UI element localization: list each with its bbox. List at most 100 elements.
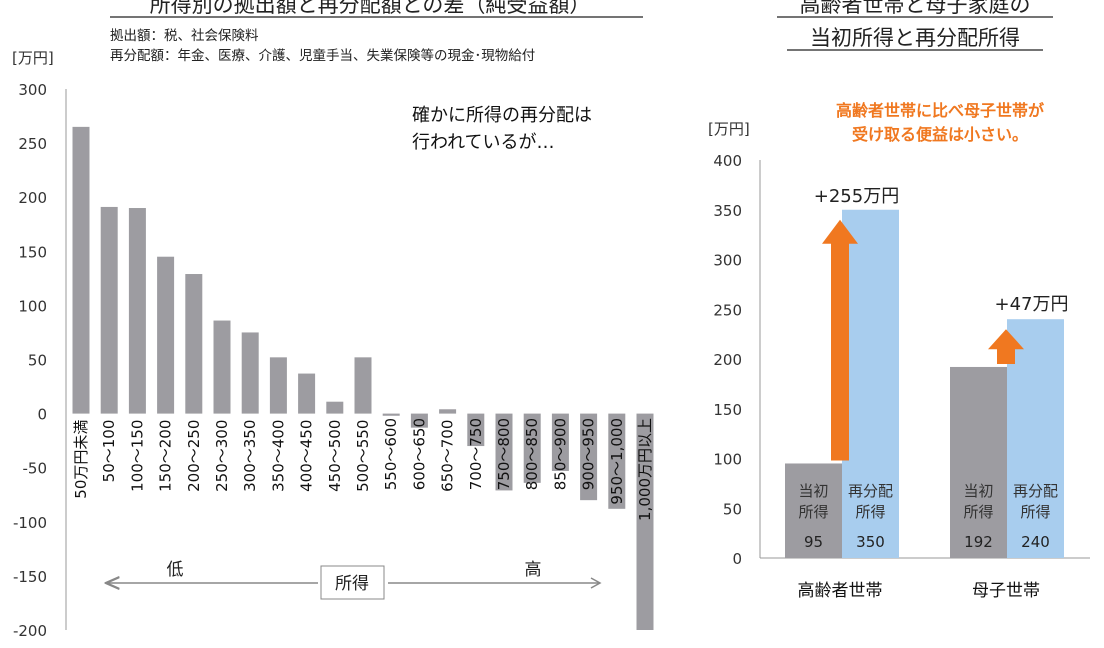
right-increase-arrows — [822, 219, 1024, 461]
left-bar — [551, 413, 569, 471]
redistributed-income-series-label: 再分配 — [1013, 482, 1058, 500]
left-bar — [608, 413, 626, 509]
left-unit-label: [万円] — [12, 49, 54, 67]
redistributed-income-value-label: 350 — [856, 533, 885, 551]
redistributed-income-series-label: 所得 — [855, 503, 885, 521]
left-bar — [269, 357, 287, 414]
increase-amount-label: +47万円 — [995, 294, 1069, 315]
left-x-tick-label: 50～100 — [100, 420, 118, 483]
left-bar — [72, 126, 90, 414]
right-y-axis: 400 350 300 250 200 150 100 50 0 — [713, 152, 1090, 568]
redistributed-income-bar — [842, 209, 899, 558]
left-bar — [495, 413, 513, 491]
income-arrow-head — [590, 577, 602, 589]
left-y-tick-label: 50 — [28, 352, 47, 370]
redistributed-income-series-label: 再分配 — [848, 482, 893, 500]
left-bars — [72, 126, 654, 630]
left-y-axis: 300 250 200 150 100 50 0 -50 -100 -150 -200 — [13, 81, 67, 640]
income-high-label: 高 — [525, 560, 542, 580]
left-x-tick-label: 300～350 — [241, 420, 259, 492]
left-bar — [185, 274, 203, 414]
left-x-tick-label: 800～850 — [523, 418, 541, 490]
right-bars — [785, 209, 1064, 558]
initial-income-bar — [950, 366, 1007, 558]
right-y-tick-label: 400 — [713, 152, 742, 170]
left-y-tick-label: 300 — [18, 81, 47, 99]
left-x-tick-label: 350～400 — [269, 420, 287, 492]
left-bar — [467, 413, 485, 447]
left-x-tick-label: 200～250 — [185, 420, 203, 492]
right-x-category-label: 母子世帯 — [972, 581, 1040, 601]
left-y-tick-label: -100 — [13, 514, 47, 532]
right-y-tick-label: 300 — [713, 252, 742, 270]
left-bar — [382, 413, 400, 416]
left-y-tick-label: 200 — [18, 189, 47, 207]
left-bar — [241, 332, 259, 414]
left-y-tick-label: -150 — [13, 568, 47, 586]
right-x-category-label: 高齢者世帯 — [798, 581, 883, 601]
highlight-line-2: 受け取る便益は小さい。 — [852, 125, 1028, 144]
note-redistribution: 再分配額：年金、医療、介護、児童手当、失業保険等の現金･現物給付 — [110, 47, 535, 64]
left-bar — [439, 409, 457, 414]
left-y-tick-label: 0 — [37, 406, 47, 424]
initial-income-series-label: 所得 — [963, 503, 993, 521]
increase-arrow — [988, 329, 1024, 364]
left-x-tick-label: 450～500 — [326, 420, 344, 492]
right-y-tick-label: 100 — [713, 451, 742, 469]
left-bar — [636, 413, 654, 630]
left-y-tick-label: 250 — [18, 135, 47, 153]
left-x-tick-label: 1,000万円以上 — [636, 418, 654, 521]
left-y-tick-label: -50 — [23, 460, 48, 478]
left-y-tick-label: -200 — [13, 622, 47, 640]
left-y-tick-label: 100 — [18, 297, 47, 315]
left-x-tick-label: 500～550 — [354, 420, 372, 492]
callout-line-1: 確かに所得の再分配は — [412, 105, 592, 126]
left-x-tick-label: 100～150 — [128, 420, 146, 492]
initial-income-series-label: 当初 — [798, 482, 828, 500]
right-title-line-1: 高齢者世帯と母子家庭の — [800, 0, 1031, 17]
left-x-labels: 50万円未満 50～100 100～150 150～200 200～250 250～300… — [72, 418, 654, 521]
initial-income-value-label: 192 — [964, 533, 993, 551]
initial-income-series-label: 当初 — [963, 482, 993, 500]
initial-income-series-label: 所得 — [798, 503, 828, 521]
left-bar — [354, 357, 372, 414]
left-x-tick-label: 400～450 — [298, 420, 316, 492]
left-y-tick-label: 150 — [18, 243, 47, 261]
left-x-tick-label: 550～600 — [382, 418, 400, 490]
left-x-tick-label: 150～200 — [157, 420, 175, 492]
left-bar — [128, 208, 146, 414]
initial-income-bar — [785, 463, 842, 558]
left-bar — [213, 320, 231, 414]
left-chart-title: 所得別の拠出額と再分配額との差（純受益額） — [150, 0, 591, 17]
highlight-line-1: 高齢者世帯に比べ母子世帯が — [836, 101, 1044, 120]
right-y-tick-label: 50 — [723, 500, 742, 518]
callout-line-2: 行われているが… — [412, 132, 555, 153]
right-y-tick-label: 250 — [713, 301, 742, 319]
income-center-label: 所得 — [335, 574, 369, 594]
left-x-tick-label: 700～750 — [467, 418, 485, 490]
left-bar — [410, 413, 428, 428]
left-bar — [298, 373, 316, 414]
left-x-tick-label: 900～950 — [580, 418, 598, 490]
redistributed-income-series-label: 所得 — [1020, 503, 1050, 521]
right-y-tick-label: 350 — [713, 202, 742, 220]
initial-income-value-label: 95 — [804, 533, 823, 551]
right-y-tick-label: 200 — [713, 351, 742, 369]
right-y-tick-label: 150 — [713, 401, 742, 419]
left-x-tick-label: 650～700 — [439, 420, 457, 492]
increase-amount-label: +255万円 — [814, 186, 899, 207]
right-unit-label: [万円] — [708, 120, 750, 138]
income-label-box — [320, 565, 385, 600]
note-contribution: 拠出額：税、社会保険料 — [110, 28, 259, 44]
left-x-tick-label: 850～900 — [551, 418, 569, 490]
left-x-tick-label: 600～650 — [410, 418, 428, 490]
left-x-tick-label: 950～1,000 — [608, 418, 626, 505]
left-x-tick-label: 750～800 — [495, 418, 513, 490]
left-bar — [326, 401, 344, 414]
left-x-tick-label: 50万円未満 — [72, 420, 90, 499]
left-bar — [523, 413, 541, 483]
increase-arrow — [822, 219, 858, 461]
right-title-line-2: 当初所得と再分配所得 — [810, 26, 1020, 50]
